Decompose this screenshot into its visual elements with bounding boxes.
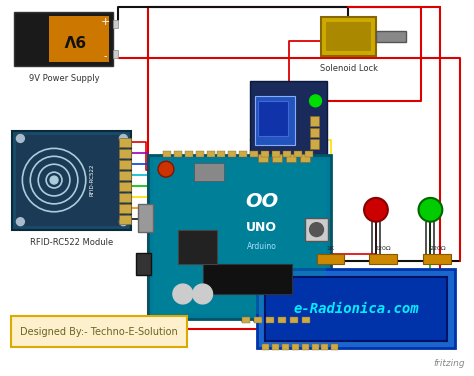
FancyBboxPatch shape: [113, 50, 118, 58]
FancyBboxPatch shape: [290, 317, 298, 323]
FancyBboxPatch shape: [376, 30, 406, 42]
Circle shape: [119, 135, 128, 143]
FancyBboxPatch shape: [218, 152, 226, 157]
FancyBboxPatch shape: [250, 81, 328, 160]
FancyBboxPatch shape: [119, 204, 131, 213]
Circle shape: [17, 135, 24, 143]
Text: RFID-RC522: RFID-RC522: [89, 164, 94, 196]
FancyBboxPatch shape: [254, 317, 262, 323]
Circle shape: [193, 284, 212, 304]
FancyBboxPatch shape: [272, 154, 282, 162]
FancyBboxPatch shape: [265, 277, 447, 341]
FancyBboxPatch shape: [261, 152, 269, 157]
FancyBboxPatch shape: [49, 16, 109, 62]
FancyBboxPatch shape: [310, 139, 319, 149]
Text: 220Ω: 220Ω: [374, 246, 391, 252]
Circle shape: [310, 95, 321, 107]
FancyBboxPatch shape: [255, 96, 295, 146]
FancyBboxPatch shape: [119, 215, 131, 224]
FancyBboxPatch shape: [163, 152, 171, 157]
FancyBboxPatch shape: [301, 317, 310, 323]
FancyBboxPatch shape: [310, 127, 319, 138]
Text: RFID-RC522 Module: RFID-RC522 Module: [30, 238, 113, 247]
FancyBboxPatch shape: [113, 20, 118, 27]
FancyBboxPatch shape: [283, 152, 291, 157]
FancyBboxPatch shape: [266, 317, 274, 323]
FancyBboxPatch shape: [194, 163, 224, 181]
FancyBboxPatch shape: [11, 316, 187, 347]
Text: 9V Power Supply: 9V Power Supply: [28, 74, 99, 83]
FancyBboxPatch shape: [119, 182, 131, 191]
FancyBboxPatch shape: [17, 135, 128, 226]
FancyBboxPatch shape: [196, 152, 204, 157]
FancyBboxPatch shape: [136, 253, 151, 275]
Circle shape: [419, 198, 442, 222]
FancyBboxPatch shape: [119, 160, 131, 169]
FancyBboxPatch shape: [327, 21, 371, 51]
FancyBboxPatch shape: [12, 130, 131, 230]
FancyBboxPatch shape: [250, 152, 258, 157]
FancyBboxPatch shape: [5, 2, 474, 374]
FancyBboxPatch shape: [311, 344, 319, 350]
FancyBboxPatch shape: [321, 344, 328, 350]
FancyBboxPatch shape: [228, 152, 237, 157]
FancyBboxPatch shape: [321, 17, 376, 56]
FancyBboxPatch shape: [242, 317, 250, 323]
FancyBboxPatch shape: [119, 193, 131, 202]
Text: Designed By:- Techno-E-Solution: Designed By:- Techno-E-Solution: [20, 327, 177, 337]
FancyBboxPatch shape: [148, 155, 331, 319]
FancyBboxPatch shape: [282, 344, 289, 350]
Circle shape: [50, 176, 58, 184]
FancyBboxPatch shape: [239, 152, 247, 157]
FancyBboxPatch shape: [286, 154, 296, 162]
Text: +: +: [101, 17, 110, 27]
FancyBboxPatch shape: [262, 344, 269, 350]
Text: UNO: UNO: [246, 221, 277, 234]
Text: -: -: [104, 51, 107, 61]
Circle shape: [17, 218, 24, 226]
FancyBboxPatch shape: [301, 344, 309, 350]
FancyBboxPatch shape: [305, 152, 312, 157]
FancyBboxPatch shape: [119, 171, 131, 180]
FancyBboxPatch shape: [258, 154, 268, 162]
FancyBboxPatch shape: [305, 218, 328, 241]
FancyBboxPatch shape: [257, 269, 455, 349]
FancyBboxPatch shape: [258, 101, 288, 135]
Text: 220Ω: 220Ω: [429, 246, 446, 252]
FancyBboxPatch shape: [174, 152, 182, 157]
FancyBboxPatch shape: [14, 12, 113, 66]
FancyBboxPatch shape: [292, 344, 299, 350]
FancyBboxPatch shape: [369, 254, 397, 264]
Circle shape: [158, 161, 174, 177]
Text: e-Radionica.com: e-Radionica.com: [293, 302, 419, 316]
FancyBboxPatch shape: [294, 152, 301, 157]
Circle shape: [310, 223, 323, 237]
FancyBboxPatch shape: [300, 154, 310, 162]
FancyBboxPatch shape: [310, 116, 319, 126]
Text: OO: OO: [245, 192, 278, 211]
FancyBboxPatch shape: [202, 264, 292, 294]
FancyBboxPatch shape: [331, 344, 338, 350]
Circle shape: [119, 218, 128, 226]
FancyBboxPatch shape: [423, 254, 451, 264]
FancyBboxPatch shape: [153, 160, 327, 314]
FancyBboxPatch shape: [278, 317, 286, 323]
Text: Arduino: Arduino: [247, 242, 277, 251]
FancyBboxPatch shape: [119, 138, 131, 147]
FancyBboxPatch shape: [272, 344, 279, 350]
Circle shape: [364, 198, 388, 222]
FancyBboxPatch shape: [119, 149, 131, 158]
Circle shape: [173, 284, 193, 304]
Text: 1K: 1K: [327, 246, 334, 252]
Text: Solenoid Lock: Solenoid Lock: [319, 64, 378, 73]
FancyBboxPatch shape: [207, 152, 215, 157]
Text: 9V: 9V: [63, 32, 85, 47]
FancyBboxPatch shape: [185, 152, 193, 157]
FancyBboxPatch shape: [272, 152, 280, 157]
Text: fritzing: fritzing: [433, 359, 465, 368]
FancyBboxPatch shape: [178, 230, 218, 264]
FancyBboxPatch shape: [138, 204, 153, 232]
FancyBboxPatch shape: [317, 254, 344, 264]
